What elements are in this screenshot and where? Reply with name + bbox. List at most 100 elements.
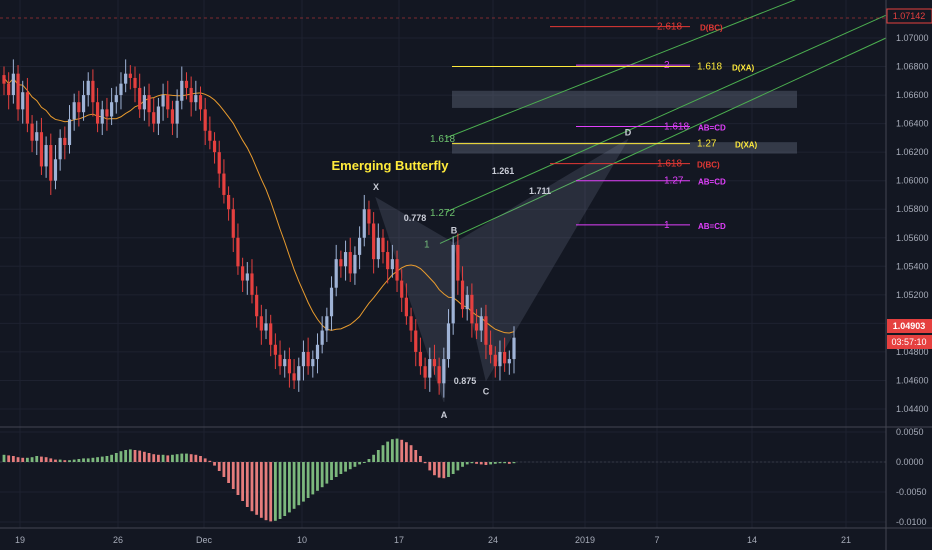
target-zone [452, 142, 797, 154]
osc-bar [283, 462, 287, 516]
candle-body [152, 112, 156, 124]
osc-bar [376, 450, 380, 462]
channel-label: 1.272 [430, 208, 455, 219]
candle-body [315, 344, 320, 360]
price-tick-label: 1.06000 [896, 176, 929, 186]
pattern-bcd [453, 138, 629, 382]
fib-level-ratio: 1.618 [664, 121, 689, 132]
candle-body [212, 140, 217, 153]
candle-body [442, 359, 446, 384]
osc-bar [288, 462, 291, 513]
osc-bar [358, 462, 361, 465]
candle-body [245, 273, 249, 281]
fib-level-tag: D(BC) [700, 24, 723, 33]
candle-body [418, 351, 423, 367]
osc-bar [259, 462, 263, 518]
oscillator-pane [2, 438, 516, 522]
candle-body [156, 106, 161, 124]
fib-level-ratio: 1.27 [664, 176, 684, 187]
candle-body [25, 92, 29, 124]
osc-bar [77, 459, 81, 462]
last-price: 1.04903 [893, 321, 926, 331]
candle-body [166, 95, 170, 110]
osc-bar [306, 462, 310, 498]
osc-bar [367, 459, 371, 462]
osc-bar [512, 462, 516, 464]
candle-body [512, 337, 516, 360]
osc-bar [372, 454, 376, 462]
top-price-marker-box [886, 8, 932, 24]
osc-bar [461, 462, 464, 467]
candle-body [124, 73, 128, 84]
osc-bar [203, 458, 207, 462]
candle-body [208, 130, 212, 141]
price-tick-label: 1.05800 [896, 204, 929, 214]
osc-bar [423, 462, 427, 464]
candle-body [110, 102, 114, 117]
candle-body [30, 123, 34, 141]
candle-body [142, 95, 146, 110]
candle-body [381, 237, 385, 253]
candle-body [311, 359, 315, 367]
fib-level-tag: D(XA) [732, 64, 755, 73]
osc-bar [437, 462, 441, 478]
candle-body [226, 194, 231, 210]
osc-bar [124, 450, 128, 462]
osc-bar [110, 454, 114, 462]
osc-bar [21, 457, 25, 462]
osc-bar [311, 462, 315, 495]
time-tick-label: 2019 [575, 535, 595, 545]
candle-body [456, 244, 460, 281]
candle-body [175, 100, 179, 124]
candle-body [203, 109, 207, 131]
osc-bar [386, 441, 390, 462]
candle-body [105, 109, 109, 117]
candle-body [2, 75, 6, 84]
candle-body [269, 323, 273, 345]
osc-bar [63, 460, 67, 462]
candle-body [180, 80, 184, 101]
candle-body [72, 102, 76, 120]
candle-body [11, 73, 15, 96]
price-tick-label: 1.06200 [896, 147, 929, 157]
time-tick-label: 19 [15, 535, 25, 545]
osc-bar [348, 462, 352, 470]
candle-body [404, 297, 408, 317]
osc-tick-label: -0.0100 [896, 517, 927, 527]
osc-bar [49, 458, 53, 462]
fib-level-tag: AB=CD [698, 123, 726, 132]
candle-body [414, 330, 418, 352]
osc-bar [7, 455, 11, 462]
candle-body [292, 373, 296, 381]
price-tick-label: 1.05600 [896, 233, 929, 243]
osc-bar [114, 453, 118, 462]
time-tick-label: 10 [297, 535, 307, 545]
osc-bar [100, 456, 104, 462]
candle-body [81, 95, 86, 113]
candle-body [320, 330, 324, 345]
channel-label: 1 [424, 239, 430, 250]
osc-bar [433, 462, 436, 476]
time-tick-label: 26 [113, 535, 123, 545]
fib-level-ratio: 1.27 [697, 139, 717, 150]
osc-bar [128, 449, 132, 462]
candle-body [348, 252, 352, 274]
ma-line [3, 77, 515, 334]
pattern-point-d: D [625, 127, 632, 137]
osc-bar [489, 462, 493, 465]
candle-body [147, 95, 151, 113]
chart-title: Emerging Butterfly [331, 158, 449, 173]
candle-body [241, 266, 245, 281]
price-tick-label: 1.05200 [896, 290, 929, 300]
candle-body [53, 159, 58, 181]
candle-body [503, 351, 507, 364]
candles[interactable] [2, 59, 516, 398]
candle-body [460, 280, 465, 310]
pattern-point-a: A [441, 410, 448, 420]
candle-body [170, 109, 175, 124]
osc-bar [147, 453, 151, 462]
time-tick-label: 17 [394, 535, 404, 545]
candle-body [255, 294, 259, 317]
candle-body [231, 209, 235, 238]
osc-bar [138, 450, 142, 462]
